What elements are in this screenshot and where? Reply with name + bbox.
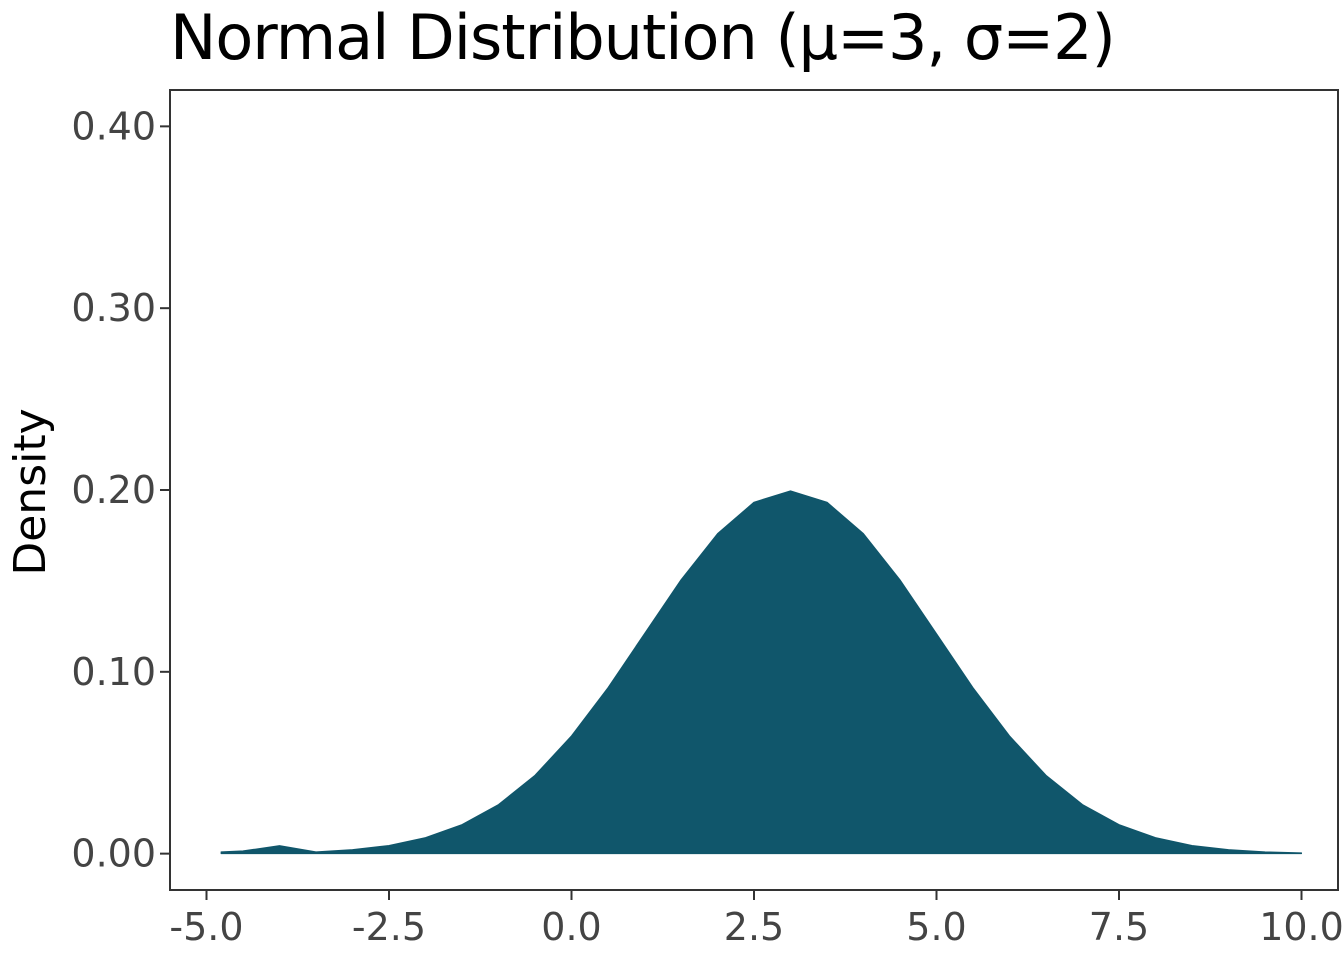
y-tick-label: 0.00: [71, 832, 156, 876]
x-axis: -5.0 -2.5 0.0 2.5 5.0 7.5 10.0: [169, 890, 1344, 949]
x-tick-label: 7.5: [1089, 905, 1149, 949]
x-tick-label: 2.5: [724, 905, 784, 949]
x-tick-label: 0.0: [541, 905, 601, 949]
y-tick-label: 0.20: [71, 468, 156, 512]
x-tick-label: 10.0: [1259, 905, 1344, 949]
y-axis: 0.00 0.10 0.20 0.30 0.40: [71, 104, 170, 876]
plot-area: [220, 490, 1302, 855]
y-tick-label: 0.30: [71, 286, 156, 330]
chart-title: Normal Distribution (μ=3, σ=2): [170, 1, 1116, 74]
y-tick-label: 0.10: [71, 650, 156, 694]
x-tick-label: -2.5: [352, 905, 426, 949]
x-tick-label: -5.0: [169, 905, 243, 949]
y-tick-label: 0.40: [71, 104, 156, 148]
x-tick-label: 5.0: [906, 905, 966, 949]
density-area: [220, 490, 1302, 855]
